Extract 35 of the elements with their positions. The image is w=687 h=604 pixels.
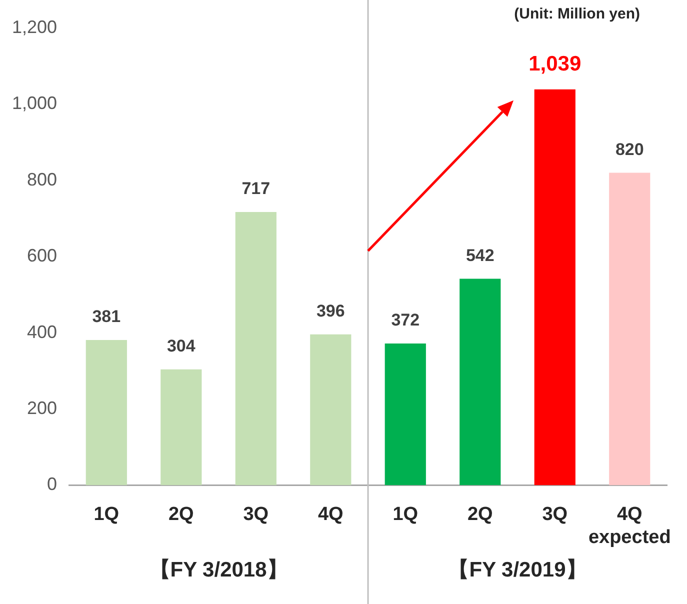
x-tick-label: 1Q bbox=[94, 504, 120, 525]
bar bbox=[384, 343, 426, 486]
bar bbox=[235, 212, 276, 486]
data-label: 304 bbox=[166, 336, 196, 356]
bar bbox=[160, 369, 202, 486]
data-label: 381 bbox=[92, 307, 121, 326]
bar bbox=[310, 334, 352, 486]
data-label: 717 bbox=[242, 179, 270, 198]
data-label: 542 bbox=[466, 246, 494, 265]
bar bbox=[534, 89, 576, 486]
y-tick-label: 1,200 bbox=[12, 16, 58, 37]
data-label: 820 bbox=[615, 140, 644, 159]
text: 【FY 3/2019】 bbox=[448, 558, 587, 582]
x-tick-label: 2Q bbox=[467, 504, 493, 525]
x-tick-label: 2Q bbox=[168, 504, 194, 525]
y-tick-label: 0 bbox=[47, 474, 58, 494]
data-label: 1,039 bbox=[528, 52, 582, 76]
y-tick-label: 800 bbox=[26, 169, 58, 190]
x-tick-label: 3Q bbox=[243, 504, 269, 525]
x-tick-label: 4Q bbox=[318, 504, 344, 525]
x-tick-label: 3Q bbox=[542, 504, 568, 525]
y-tick-label: 400 bbox=[26, 322, 58, 342]
data-label: 372 bbox=[391, 310, 420, 330]
x-tick-label: 4Q bbox=[616, 504, 642, 525]
bar bbox=[460, 278, 501, 486]
y-tick-label: 200 bbox=[26, 398, 58, 418]
bar bbox=[609, 172, 650, 486]
y-tick-label: 1,000 bbox=[12, 93, 58, 114]
y-tick-label: 600 bbox=[26, 246, 58, 266]
x-tick-label: 1Q bbox=[392, 504, 418, 525]
data-label: 396 bbox=[316, 302, 345, 321]
text: expected bbox=[588, 526, 671, 548]
bar bbox=[86, 340, 127, 486]
text: (Unit: Million yen) bbox=[514, 6, 640, 23]
text: 【FY 3/2018】 bbox=[149, 558, 288, 582]
